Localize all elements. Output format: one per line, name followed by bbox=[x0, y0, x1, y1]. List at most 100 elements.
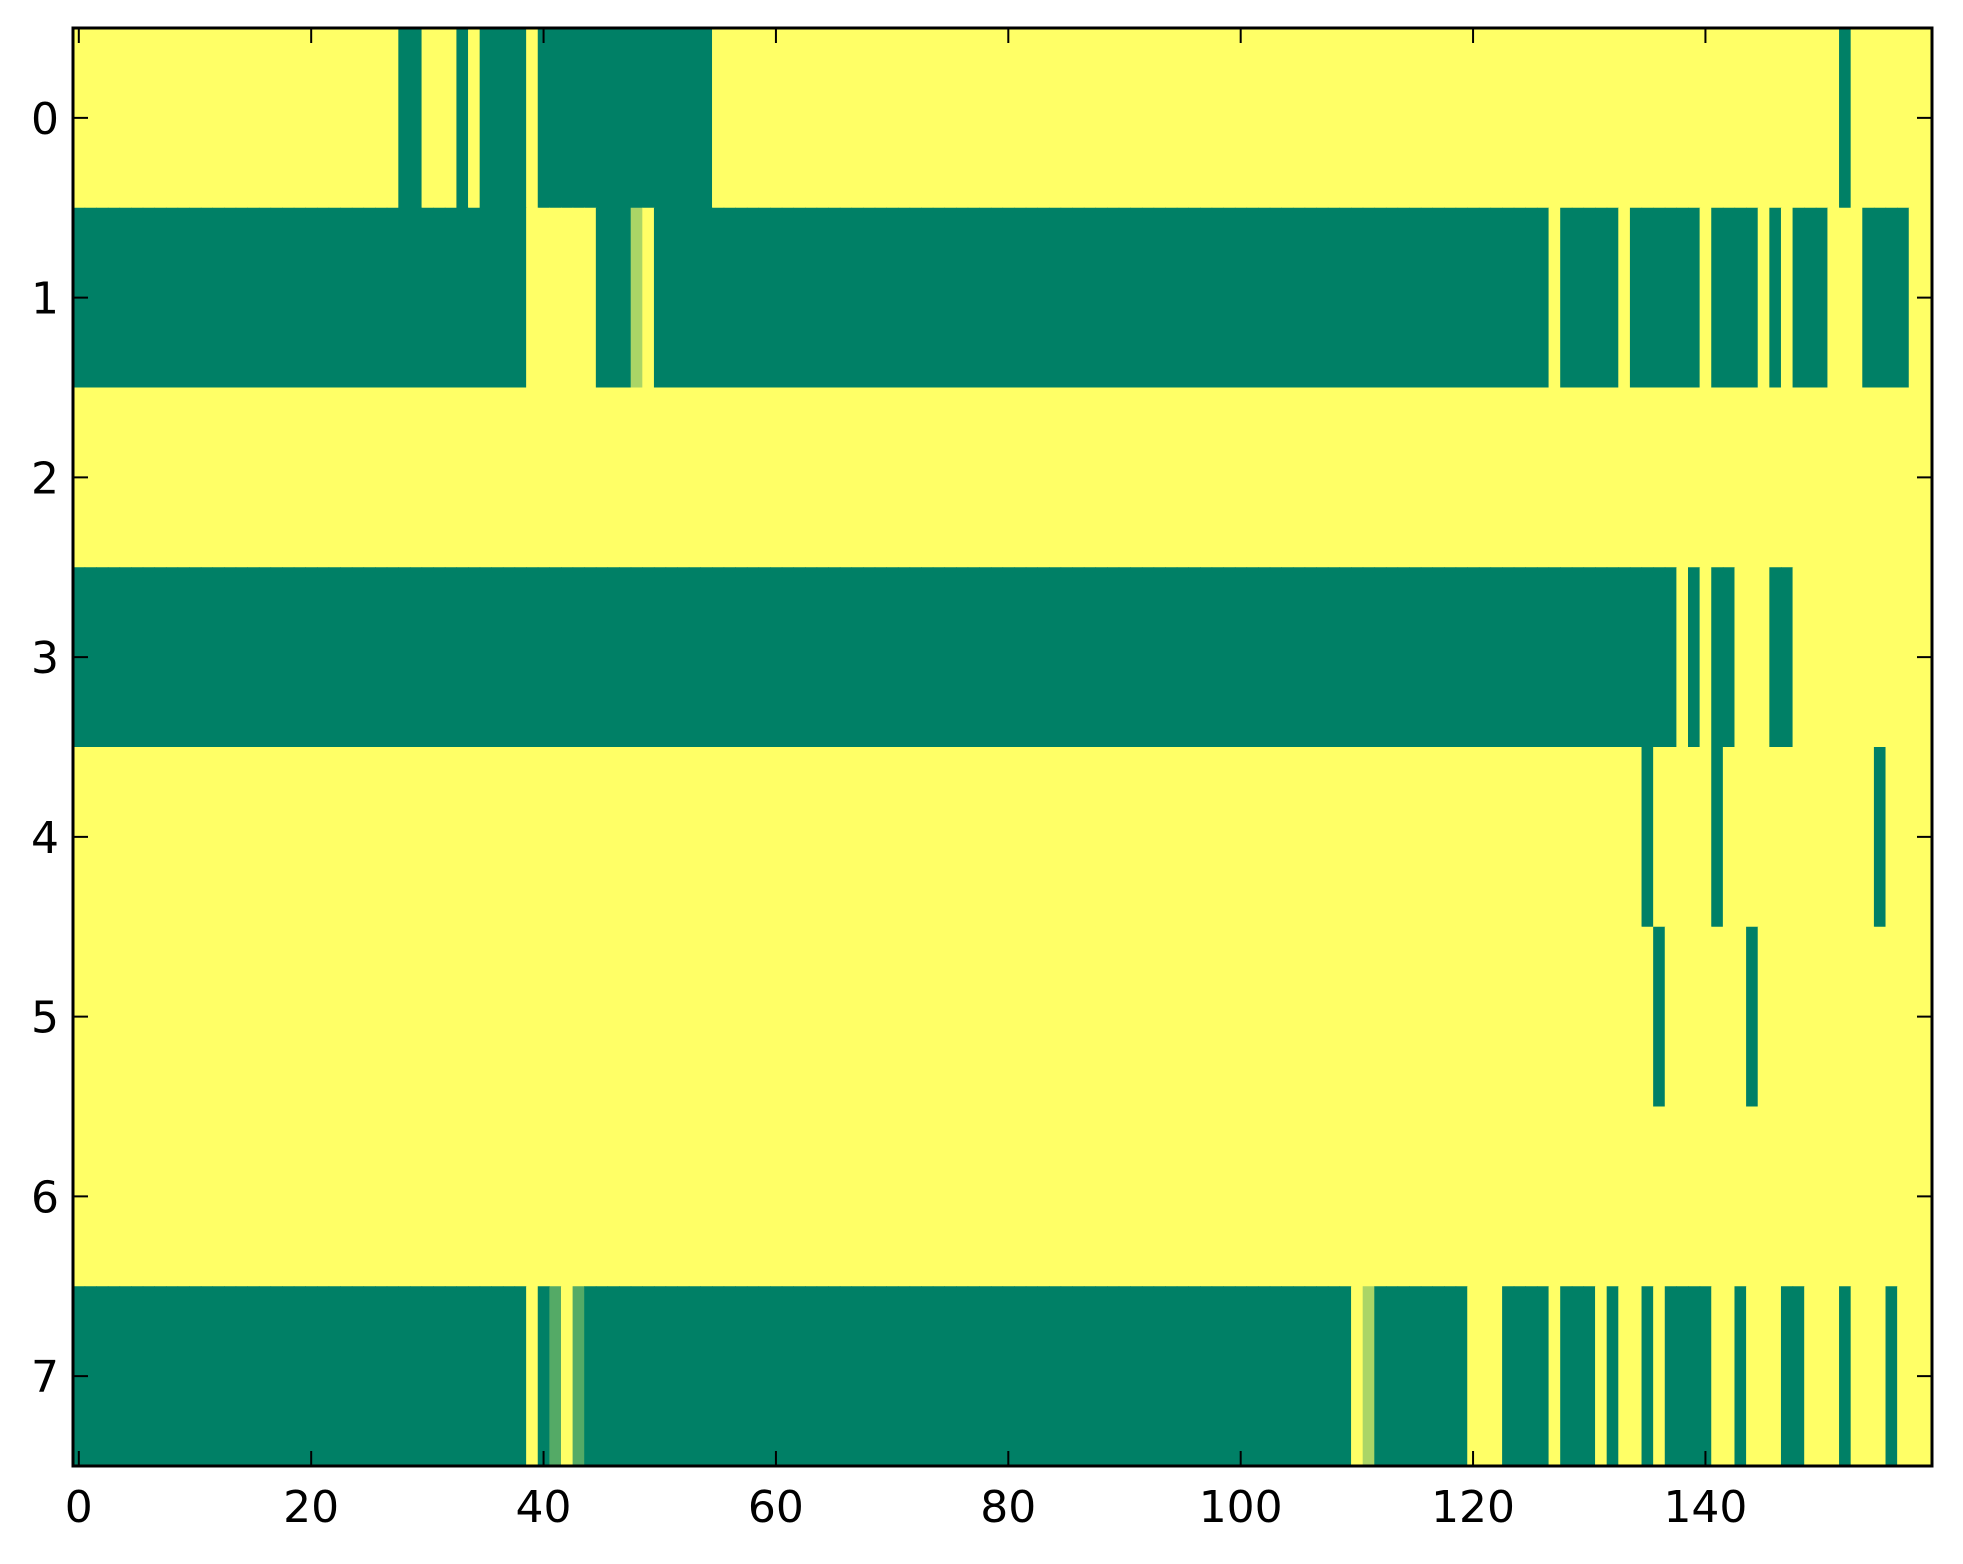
heatmap-cell bbox=[735, 207, 748, 389]
heatmap-cell bbox=[1502, 926, 1515, 1108]
heatmap-cell bbox=[1339, 567, 1352, 748]
x-tick-label: 40 bbox=[516, 1482, 572, 1533]
heatmap-cell bbox=[816, 207, 829, 389]
heatmap-cell bbox=[1060, 747, 1073, 928]
heatmap-cell bbox=[1292, 28, 1306, 209]
heatmap-cell bbox=[96, 387, 109, 568]
heatmap-cell bbox=[119, 747, 132, 928]
heatmap-cell bbox=[1769, 926, 1782, 1108]
heatmap-cell bbox=[1292, 387, 1306, 568]
heatmap-cell bbox=[653, 747, 667, 928]
heatmap-cell bbox=[595, 1286, 609, 1467]
heatmap-cell bbox=[677, 207, 690, 389]
heatmap-cell bbox=[1676, 1286, 1689, 1467]
heatmap-cell bbox=[1083, 747, 1097, 928]
heatmap-cell bbox=[1653, 387, 1666, 568]
heatmap-cell bbox=[328, 1286, 341, 1467]
heatmap-cell bbox=[804, 747, 818, 928]
heatmap-cell bbox=[758, 387, 771, 568]
heatmap-cell bbox=[433, 747, 446, 928]
heatmap-cell bbox=[839, 1106, 853, 1287]
heatmap-cell bbox=[1188, 567, 1201, 748]
heatmap-cell bbox=[1688, 28, 1701, 209]
heatmap-cell bbox=[468, 926, 481, 1108]
heatmap-cell bbox=[96, 207, 109, 389]
heatmap-cell bbox=[828, 567, 841, 748]
heatmap-cell bbox=[502, 207, 516, 389]
heatmap-cell bbox=[456, 28, 469, 209]
heatmap-cell bbox=[1200, 28, 1213, 209]
heatmap-cell bbox=[1014, 567, 1027, 748]
heatmap-cell bbox=[770, 28, 783, 209]
heatmap-cell bbox=[200, 28, 214, 209]
heatmap-cell bbox=[375, 747, 388, 928]
heatmap-cell bbox=[1780, 1286, 1794, 1467]
heatmap-cell bbox=[282, 1286, 295, 1467]
heatmap-cell bbox=[1095, 926, 1108, 1108]
heatmap-cell bbox=[1409, 387, 1422, 568]
heatmap-cell bbox=[444, 207, 458, 389]
heatmap-cell bbox=[293, 1106, 306, 1287]
heatmap-cell bbox=[1374, 1106, 1387, 1287]
heatmap-cell bbox=[1722, 1106, 1736, 1287]
heatmap-cell bbox=[1618, 926, 1631, 1108]
heatmap-cell bbox=[1502, 387, 1515, 568]
heatmap-cell bbox=[1397, 1286, 1410, 1467]
heatmap-cell bbox=[328, 567, 341, 748]
heatmap-cell bbox=[154, 387, 167, 568]
heatmap-cell bbox=[1815, 567, 1829, 748]
y-tick-label: 0 bbox=[31, 94, 59, 145]
heatmap-cell bbox=[630, 1106, 643, 1287]
heatmap-cell bbox=[1897, 567, 1910, 748]
heatmap-cell bbox=[526, 567, 539, 748]
heatmap-cell bbox=[514, 387, 527, 568]
heatmap-cell bbox=[1873, 747, 1887, 928]
heatmap-cell bbox=[1734, 747, 1747, 928]
heatmap-cell bbox=[921, 1106, 934, 1287]
heatmap-cell bbox=[1839, 207, 1852, 389]
heatmap-cell bbox=[409, 567, 423, 748]
heatmap-cell bbox=[1757, 747, 1770, 928]
heatmap-cell bbox=[1467, 1286, 1480, 1467]
heatmap-cell bbox=[1211, 28, 1224, 209]
heatmap-cell bbox=[1641, 1286, 1654, 1467]
heatmap-cell bbox=[235, 567, 248, 748]
heatmap-cell bbox=[1339, 387, 1352, 568]
y-tick-labels: 0 1 2 3 4 5 6 7 bbox=[31, 94, 59, 1403]
heatmap-cell bbox=[165, 1286, 179, 1467]
heatmap-cell bbox=[700, 567, 713, 748]
heatmap-cell bbox=[1722, 1286, 1736, 1467]
axes-frame bbox=[71, 26, 1934, 1468]
heatmap-cell bbox=[1014, 207, 1027, 389]
heatmap-cell bbox=[1083, 567, 1097, 748]
heatmap-cell bbox=[1536, 567, 1550, 748]
heatmap-cell bbox=[1711, 1106, 1724, 1287]
heatmap-cell bbox=[107, 1106, 121, 1287]
heatmap-cell bbox=[1165, 28, 1178, 209]
heatmap-cell bbox=[1897, 1106, 1910, 1287]
heatmap-cell bbox=[1351, 1106, 1364, 1287]
heatmap-cell bbox=[351, 1286, 365, 1467]
heatmap-cell bbox=[1432, 207, 1445, 389]
heatmap-cell bbox=[909, 387, 922, 568]
heatmap-cell bbox=[1525, 387, 1538, 568]
heatmap-cell bbox=[479, 207, 492, 389]
heatmap-cell bbox=[1467, 387, 1480, 568]
heatmap-cell bbox=[1025, 207, 1038, 389]
heatmap-cell bbox=[549, 1286, 562, 1467]
heatmap-cell bbox=[1595, 1286, 1608, 1467]
heatmap-cell bbox=[1258, 1286, 1271, 1467]
heatmap-cell bbox=[119, 1106, 132, 1287]
heatmap-cell bbox=[549, 207, 562, 389]
heatmap-cell bbox=[804, 926, 818, 1108]
heatmap-cell bbox=[1780, 207, 1794, 389]
heatmap-cell bbox=[1722, 926, 1736, 1108]
heatmap-cell bbox=[1618, 387, 1631, 568]
heatmap-cell bbox=[1362, 1106, 1375, 1287]
heatmap-cell bbox=[1385, 1106, 1399, 1287]
heatmap-cell bbox=[1734, 567, 1747, 748]
heatmap-cell bbox=[1548, 747, 1561, 928]
heatmap-cell bbox=[1641, 926, 1654, 1108]
heatmap-cell bbox=[293, 567, 306, 748]
